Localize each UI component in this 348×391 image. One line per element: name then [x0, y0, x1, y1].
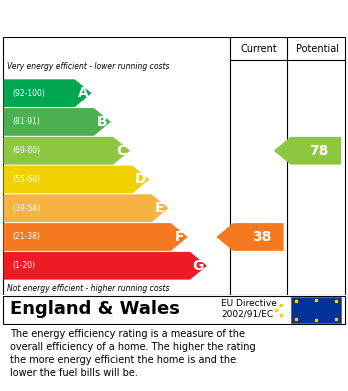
Text: E: E: [155, 201, 165, 215]
Polygon shape: [3, 166, 149, 193]
Polygon shape: [3, 137, 130, 165]
Text: (55-68): (55-68): [12, 175, 40, 184]
Text: The energy efficiency rating is a measure of the
overall efficiency of a home. T: The energy efficiency rating is a measur…: [10, 328, 256, 378]
Polygon shape: [3, 223, 188, 251]
Text: Very energy efficient - lower running costs: Very energy efficient - lower running co…: [7, 62, 169, 71]
Bar: [291, 297, 341, 323]
Text: (1-20): (1-20): [12, 261, 35, 270]
Polygon shape: [3, 108, 111, 136]
Text: EU Directive
2002/91/EC: EU Directive 2002/91/EC: [221, 299, 277, 318]
Text: B: B: [97, 115, 108, 129]
Polygon shape: [216, 223, 284, 251]
Polygon shape: [3, 252, 207, 280]
Text: Energy Efficiency Rating: Energy Efficiency Rating: [10, 11, 220, 26]
Text: G: G: [192, 259, 204, 273]
Text: 38: 38: [252, 230, 271, 244]
Text: (81-91): (81-91): [12, 117, 40, 126]
Polygon shape: [3, 79, 92, 107]
Text: C: C: [116, 144, 126, 158]
Text: F: F: [174, 230, 184, 244]
Text: (69-80): (69-80): [12, 146, 40, 155]
Text: A: A: [78, 86, 88, 100]
Polygon shape: [274, 137, 341, 165]
Text: D: D: [135, 172, 146, 187]
Text: (92-100): (92-100): [12, 89, 45, 98]
Text: Current: Current: [240, 44, 277, 54]
Text: (39-54): (39-54): [12, 204, 40, 213]
Polygon shape: [3, 194, 168, 222]
Text: Not energy efficient - higher running costs: Not energy efficient - higher running co…: [7, 284, 169, 293]
Text: Potential: Potential: [296, 44, 339, 54]
Text: 78: 78: [310, 144, 329, 158]
Text: England & Wales: England & Wales: [10, 300, 180, 318]
Text: (21-38): (21-38): [12, 233, 40, 242]
